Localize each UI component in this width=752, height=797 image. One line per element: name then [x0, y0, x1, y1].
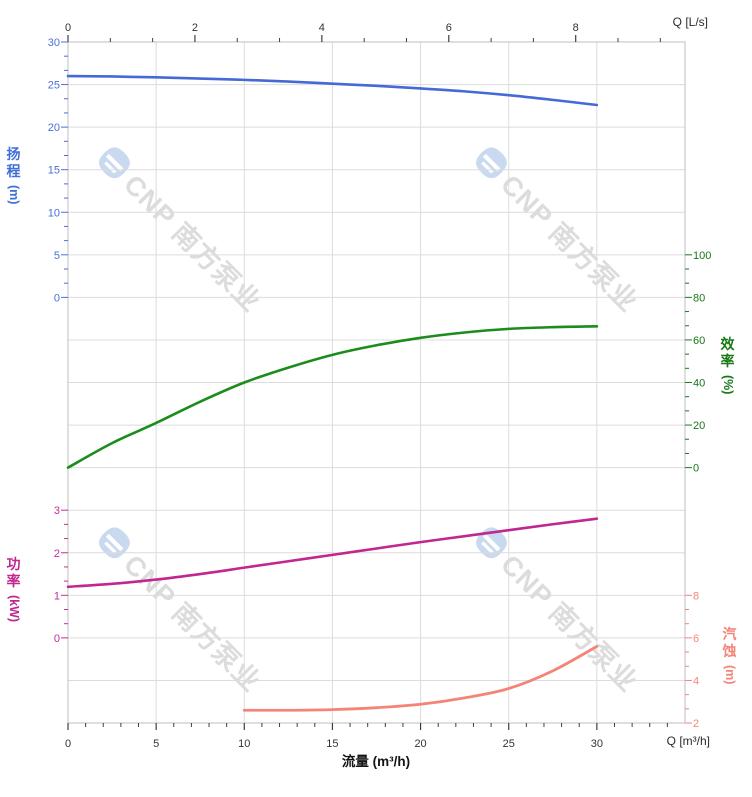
- power-axis-tick-label: 2: [54, 548, 60, 560]
- efficiency-axis-tick-label: 0: [693, 463, 699, 475]
- efficiency-axis-title: 效率 (%): [719, 336, 736, 395]
- power-curve: [66, 517, 599, 589]
- power-axis-tick-label: 1: [54, 590, 60, 602]
- efficiency-axis-tick-label: 60: [693, 335, 705, 347]
- head-axis-tick-label: 30: [48, 37, 60, 49]
- x-bottom-tick-label: 10: [238, 738, 250, 750]
- head-curve: [66, 74, 599, 107]
- npsh-axis-title-text: 汽蚀: [722, 626, 737, 660]
- x-top-tick-label: 0: [65, 22, 71, 34]
- head-axis-tick-label: 20: [48, 122, 60, 134]
- npsh-axis-tick-label: 6: [693, 633, 699, 645]
- head-axis-tick-label: 5: [54, 250, 60, 262]
- power-axis-title-text: 功率: [6, 556, 21, 590]
- x-top-tick-label: 8: [573, 22, 579, 34]
- head-axis-tick-label: 25: [48, 80, 60, 92]
- efficiency-axis-title-text: 效率: [720, 336, 735, 370]
- power-axis-tick-label: 0: [54, 633, 60, 645]
- x-bottom-tick-label: 25: [503, 738, 515, 750]
- bottom-axis-title: 流量 (m³/h): [341, 754, 411, 769]
- watermark: CNP 南方泵业: [90, 518, 271, 699]
- npsh-curve: [242, 644, 599, 712]
- top-axis-unit-label: Q [L/s]: [672, 15, 708, 29]
- x-top-tick-label: 6: [446, 22, 452, 34]
- x-bottom-tick-label: 20: [414, 738, 426, 750]
- x-top-tick-label: 4: [319, 22, 325, 34]
- bottom-axis-unit-label: Q [m³/h]: [666, 734, 710, 748]
- x-bottom-tick-label: 0: [65, 738, 71, 750]
- x-bottom-tick-label: 30: [591, 738, 603, 750]
- head-axis-tick-label: 10: [48, 207, 60, 219]
- power-axis-title: 功率 (kW): [5, 556, 22, 622]
- x-top-tick-label: 2: [192, 22, 198, 34]
- npsh-axis-tick-label: 4: [693, 675, 699, 687]
- npsh-axis-title: 汽蚀 (m): [721, 626, 738, 685]
- efficiency-axis-unit: (%): [721, 375, 736, 395]
- head-axis-tick-label: 15: [48, 165, 60, 177]
- npsh-axis-unit: (m): [723, 665, 738, 685]
- npsh-axis-tick-label: 8: [693, 590, 699, 602]
- efficiency-axis-tick-label: 80: [693, 292, 705, 304]
- head-axis-unit: (m): [7, 185, 22, 205]
- power-axis-tick-label: 3: [54, 505, 60, 517]
- efficiency-axis-tick-label: 20: [693, 420, 705, 432]
- efficiency-curve: [66, 325, 599, 469]
- efficiency-axis-tick-label: 40: [693, 378, 705, 390]
- head-axis-title-text: 扬程: [6, 146, 21, 180]
- power-axis-unit: (kW): [7, 595, 22, 623]
- head-axis-title: 扬程 (m): [5, 146, 22, 205]
- efficiency-axis-tick-label: 100: [693, 250, 711, 262]
- npsh-axis-tick-label: 2: [693, 718, 699, 730]
- x-bottom-tick-label: 5: [153, 738, 159, 750]
- cnp-logo-icon: [99, 526, 131, 558]
- x-bottom-tick-label: 15: [326, 738, 338, 750]
- head-axis-tick-label: 0: [54, 292, 60, 304]
